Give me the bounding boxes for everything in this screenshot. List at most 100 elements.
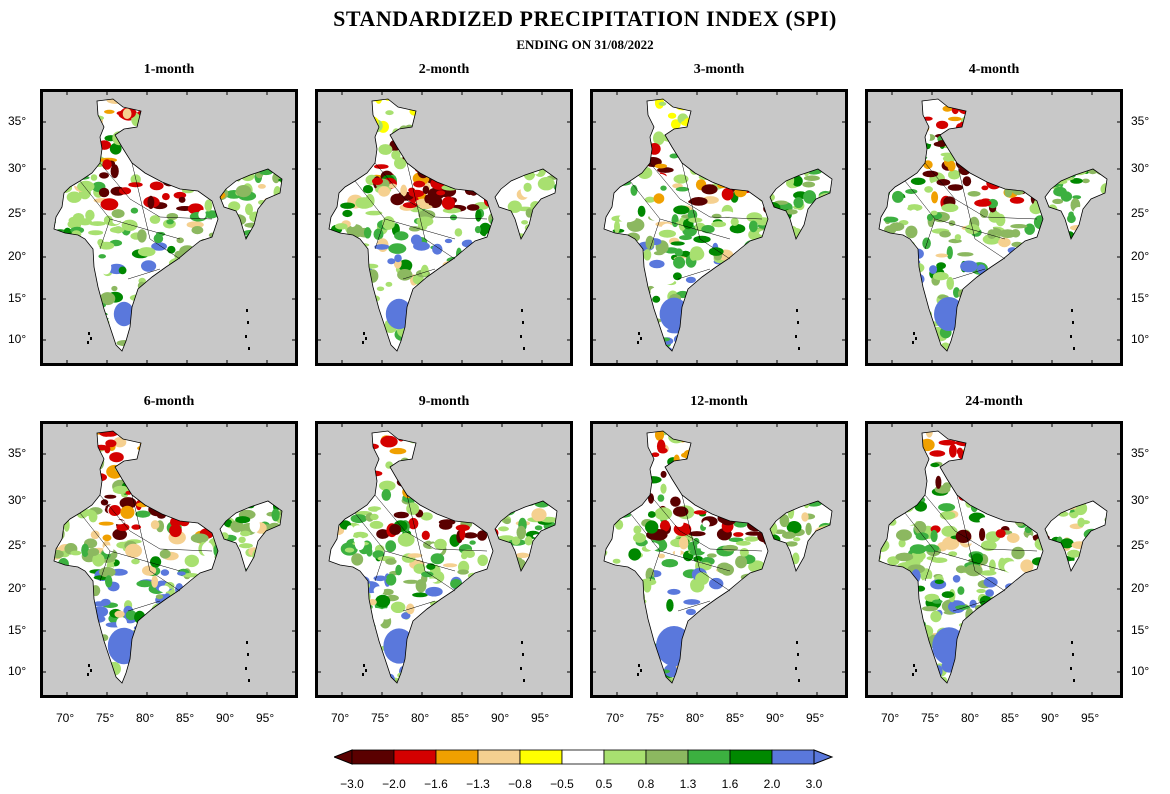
latitude-label: 30°	[8, 161, 27, 175]
island	[246, 309, 248, 312]
colorbar-segment	[561, 749, 605, 765]
colorbar-segment	[435, 749, 479, 765]
country-outline	[219, 168, 283, 241]
island	[363, 664, 365, 667]
longitude-label: 80°	[686, 711, 705, 725]
colorbar-tick-label: −1.3	[466, 777, 490, 791]
island	[1072, 653, 1074, 656]
state-border	[434, 216, 488, 220]
country-outline	[878, 98, 1044, 352]
island	[638, 664, 640, 667]
panel-title: 24-month	[965, 394, 1023, 409]
latitude-label: 20°	[1131, 581, 1150, 595]
latitude-label: 35°	[1131, 446, 1150, 460]
india-map	[590, 421, 848, 698]
panel-title: 4-month	[968, 62, 1020, 77]
colorbar-segment	[729, 749, 773, 765]
state-border	[159, 548, 213, 552]
latitude-label: 15°	[8, 623, 27, 637]
country-outline	[878, 430, 1044, 684]
state-border	[681, 494, 731, 592]
island	[248, 347, 250, 350]
state-border	[402, 600, 436, 612]
latitude-label: 20°	[8, 249, 27, 263]
latitude-label: 10°	[8, 332, 27, 346]
spi-panel-3-month: 3-month	[590, 62, 848, 366]
country-outline	[494, 168, 558, 241]
island	[522, 321, 524, 324]
map-frame	[40, 89, 298, 366]
state-border	[709, 216, 763, 220]
map-frame	[590, 421, 848, 698]
island	[248, 679, 250, 682]
longitude-label: 70°	[331, 711, 350, 725]
state-border	[384, 218, 456, 240]
colorbar-segment	[603, 749, 647, 765]
island	[87, 673, 89, 676]
longitude-label: 90°	[216, 711, 235, 725]
latitude-label: 15°	[8, 291, 27, 305]
state-border	[127, 268, 161, 280]
island	[365, 337, 367, 340]
longitude-label: 95°	[256, 711, 275, 725]
island	[523, 347, 525, 350]
state-border	[984, 548, 1038, 552]
colorbar-under-arrow	[334, 749, 353, 765]
state-border	[374, 494, 436, 550]
longitude-label: 95°	[531, 711, 550, 725]
latitude-label: 25°	[8, 206, 27, 220]
state-border	[659, 550, 731, 572]
island	[640, 337, 642, 340]
state-border	[934, 218, 1006, 240]
state-border	[924, 494, 986, 550]
colorbar-tick-label: 1.3	[679, 777, 697, 791]
spi-panel-2-month: 2-month	[315, 62, 573, 366]
country-outline	[769, 168, 833, 241]
island	[1073, 347, 1075, 350]
island	[87, 341, 89, 344]
island	[521, 641, 523, 644]
island	[638, 332, 640, 335]
colorbar-segment	[351, 749, 395, 765]
spi-panel-9-month: 9-month	[315, 394, 573, 698]
spi-panel-12-month: 12-month	[590, 394, 848, 698]
india-map	[315, 421, 573, 698]
state-border	[402, 268, 436, 280]
island	[365, 669, 367, 672]
country-outline	[53, 430, 219, 684]
longitude-label: 75°	[921, 711, 940, 725]
panel-title: 6-month	[143, 394, 195, 409]
longitude-label: 75°	[96, 711, 115, 725]
island	[795, 335, 797, 338]
colorbar-segment	[687, 749, 731, 765]
map-frame	[865, 421, 1123, 698]
latitude-label: 10°	[1131, 664, 1150, 678]
longitude-label: 80°	[961, 711, 980, 725]
island	[1072, 321, 1074, 324]
map-frame	[315, 421, 573, 698]
colorbar-segment	[645, 749, 689, 765]
island	[796, 641, 798, 644]
island	[1071, 641, 1073, 644]
colorbar-tick-label: 0.8	[637, 777, 655, 791]
longitude-label: 85°	[451, 711, 470, 725]
island	[246, 641, 248, 644]
state-border	[924, 162, 986, 218]
longitude-label: 95°	[806, 711, 825, 725]
colorbar-segment	[477, 749, 521, 765]
country-outline	[53, 98, 219, 352]
island	[90, 669, 92, 672]
longitude-label: 70°	[56, 711, 75, 725]
island	[245, 667, 247, 670]
colorbar-tick-label: −3.0	[340, 777, 364, 791]
state-border	[109, 550, 181, 572]
longitude-label: 85°	[1001, 711, 1020, 725]
island	[797, 653, 799, 656]
state-border	[956, 162, 1006, 260]
colorbar-over-arrow	[813, 749, 834, 765]
island	[362, 673, 364, 676]
latitude-label: 30°	[8, 493, 27, 507]
longitude-label: 80°	[411, 711, 430, 725]
island	[1070, 667, 1072, 670]
state-border	[131, 162, 181, 260]
